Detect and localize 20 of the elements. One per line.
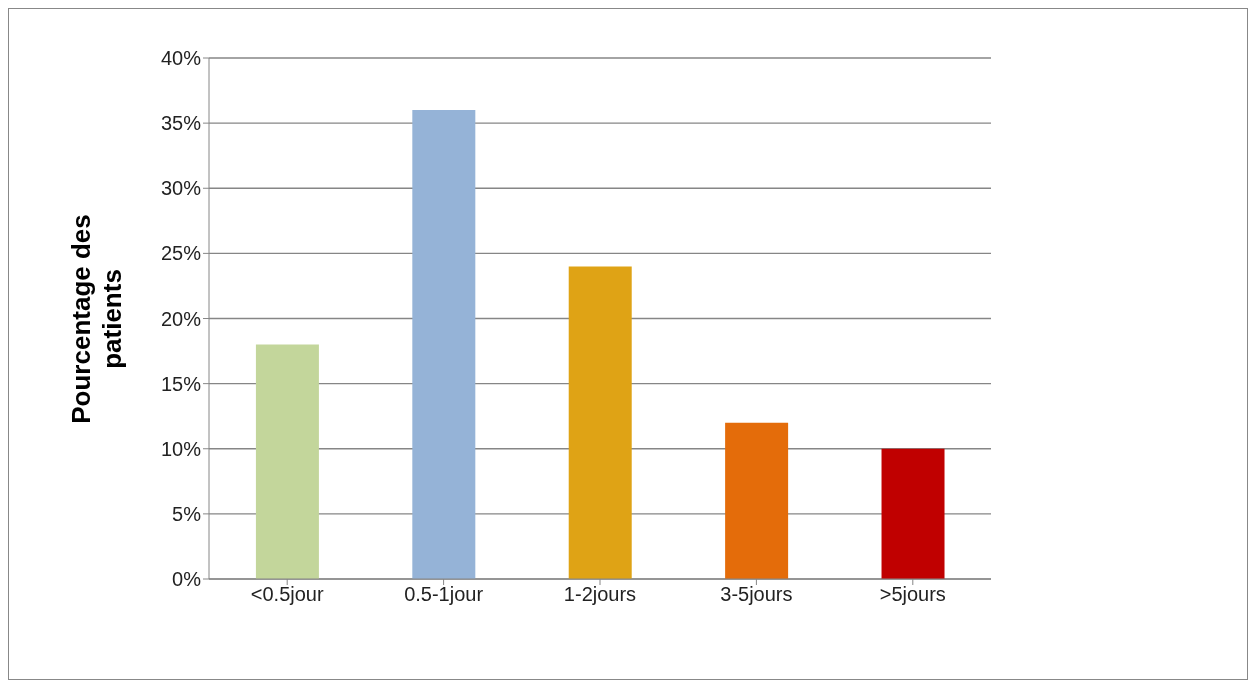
y-tick-label: 40%	[160, 47, 202, 70]
bar	[881, 448, 945, 579]
y-tick-label: 5%	[172, 502, 202, 525]
bar	[725, 422, 789, 579]
bar	[255, 344, 319, 579]
y-tick-label: 35%	[160, 112, 202, 135]
y-tick-label: 0%	[172, 568, 202, 591]
y-tick-label: 15%	[160, 372, 202, 395]
x-tick-label: 0.5-1jour	[404, 583, 484, 606]
x-tick-label: 3-5jours	[720, 583, 793, 606]
x-tick-label: <0.5jour	[250, 583, 324, 606]
y-tick-label: 25%	[160, 242, 202, 265]
y-axis-title: Pourcentage des patients	[66, 214, 127, 424]
bar	[568, 266, 632, 579]
bar	[412, 110, 476, 579]
y-tick-label: 20%	[160, 307, 202, 330]
y-tick-label: 30%	[160, 177, 202, 200]
x-tick-label: >5jours	[879, 583, 946, 606]
y-tick-label: 10%	[160, 437, 202, 460]
x-tick-label: 1-2jours	[563, 583, 637, 606]
